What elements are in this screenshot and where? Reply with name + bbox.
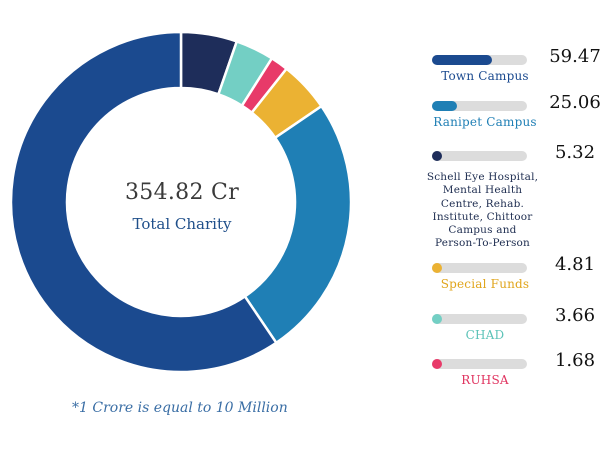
legend-value: 5.32 <box>554 142 596 163</box>
legend-bar-track <box>432 359 527 369</box>
legend-bar-fill <box>432 55 492 65</box>
legend-label: Schell Eye Hospital, Mental Health Centre,… <box>426 171 539 250</box>
legend-bar-fill <box>432 314 442 324</box>
legend-label: Special Funds <box>440 277 530 291</box>
legend-value: 3.66 <box>554 305 596 326</box>
legend-bar-track <box>432 101 527 111</box>
legend-value: 59.47 <box>549 46 601 67</box>
slice-town-campus <box>9 30 279 374</box>
total-charity-label: Total Charity <box>132 215 232 233</box>
legend-bar-track <box>432 314 527 324</box>
legend-bar-track <box>432 263 527 273</box>
total-charity-value: 354.82 Cr <box>124 180 240 205</box>
legend-bar-track <box>432 151 527 161</box>
legend-label: Ranipet Campus <box>433 115 537 129</box>
legend-value: 1.68 <box>554 350 596 371</box>
donut-chart <box>9 30 353 374</box>
legend-bar-fill <box>432 151 442 161</box>
crore-footnote: *1 Crore is equal to 10 Million <box>72 400 288 416</box>
legend-bar-track <box>432 55 527 65</box>
legend-value: 4.81 <box>554 254 596 275</box>
legend-label: Town Campus <box>441 69 529 83</box>
legend-label: CHAD <box>465 328 505 342</box>
legend-label: RUHSA <box>461 373 509 387</box>
legend-value: 25.06 <box>549 92 601 113</box>
legend-bar-fill <box>432 359 442 369</box>
legend-bar-fill <box>432 263 442 273</box>
legend-bar-fill <box>432 101 457 111</box>
